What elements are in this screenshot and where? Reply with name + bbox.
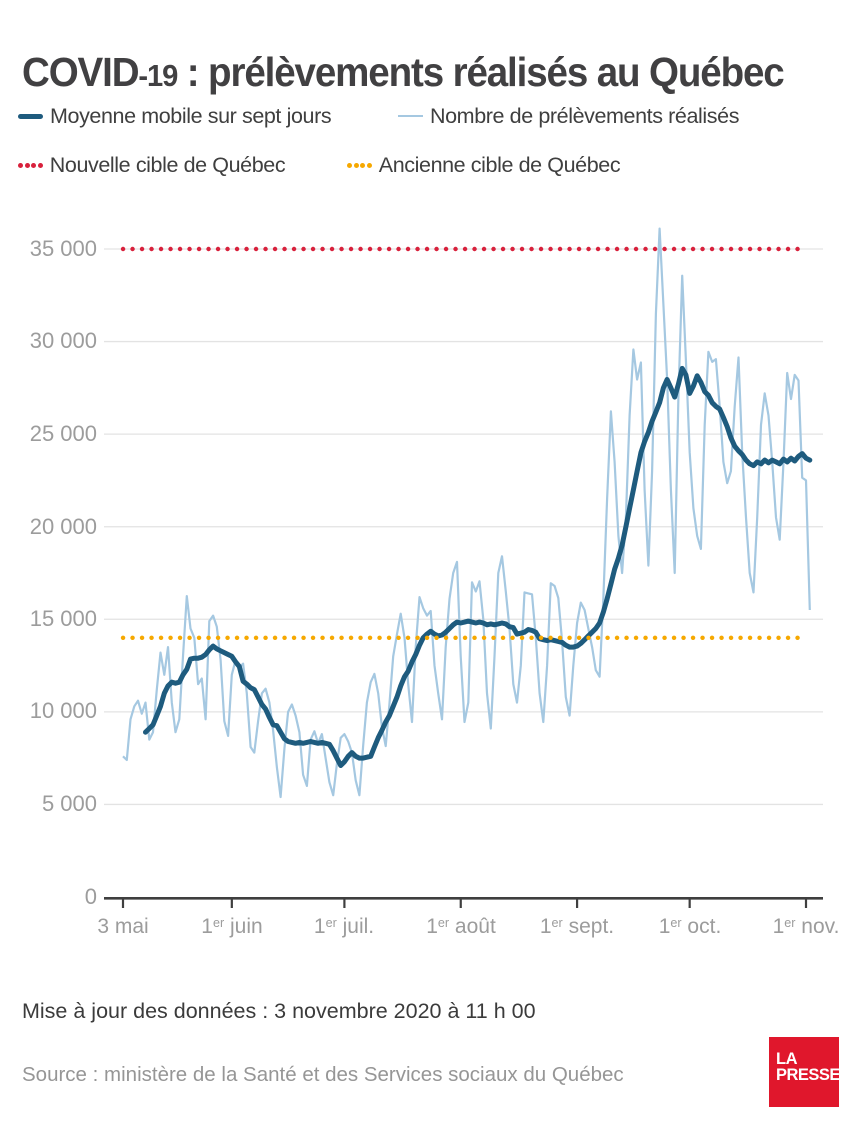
legend-item-daily: Nombre de prélèvements réalisés — [398, 103, 739, 129]
logo-line1: LA — [776, 1050, 798, 1068]
legend-label-new-target: Nouvelle cible de Québec — [49, 152, 286, 177]
x-axis-tick-1er-nov: 1er nov. — [772, 915, 840, 938]
y-axis-tick-0: 0 — [84, 884, 97, 909]
legend-item-old-target: Ancienne cible de Québec — [347, 152, 621, 178]
legend-item-new-target: Nouvelle cible de Québec — [18, 152, 286, 178]
daily-line-swatch-icon — [398, 114, 423, 118]
logo-line2: PRESSE — [776, 1066, 840, 1084]
new-target-dots-icon — [18, 162, 43, 168]
old-target-dots-icon — [347, 162, 372, 168]
legend-label-daily: Nombre de prélèvements réalisés — [430, 103, 740, 128]
x-axis-tick-1er-sept: 1er sept. — [539, 915, 615, 938]
la-presse-logo: LA PRESSE — [769, 1037, 840, 1107]
y-axis-tick-5000: 5 000 — [41, 791, 97, 816]
moving-average-swatch-icon — [18, 113, 43, 119]
y-axis-tick-10000: 10 000 — [29, 698, 97, 723]
y-axis-tick-20000: 20 000 — [29, 514, 97, 539]
title-part-19: -19 — [138, 58, 178, 94]
title-part-rest: : prélèvements réalisés au Québec — [177, 49, 785, 96]
legend-label-old-target: Ancienne cible de Québec — [378, 152, 621, 177]
x-axis-tick-3-mai: 3 mai — [97, 915, 149, 938]
legend-label-moving-average: Moyenne mobile sur sept jours — [50, 103, 332, 128]
y-axis-tick-35000: 35 000 — [29, 236, 97, 261]
x-axis-tick-1er-oct: 1er oct. — [658, 915, 722, 938]
data-updated-text: Mise à jour des données : 3 novembre 202… — [22, 999, 536, 1023]
x-axis-tick-1er-aout: 1er août — [426, 915, 496, 938]
title-part-covid: COVID — [22, 49, 140, 96]
y-axis-tick-25000: 25 000 — [29, 421, 97, 446]
y-axis-tick-30000: 30 000 — [29, 328, 97, 353]
y-axis-tick-15000: 15 000 — [29, 606, 97, 631]
legend-item-moving-average: Moyenne mobile sur sept jours — [18, 103, 332, 129]
source-text: Source : ministère de la Santé et des Se… — [22, 1063, 624, 1086]
x-axis-tick-1er-juin: 1er juin — [201, 915, 263, 938]
page-title: COVID-19 : prélèvements réalisés au Québ… — [22, 49, 785, 96]
x-axis-tick-1er-juil: 1er juil. — [313, 915, 375, 938]
